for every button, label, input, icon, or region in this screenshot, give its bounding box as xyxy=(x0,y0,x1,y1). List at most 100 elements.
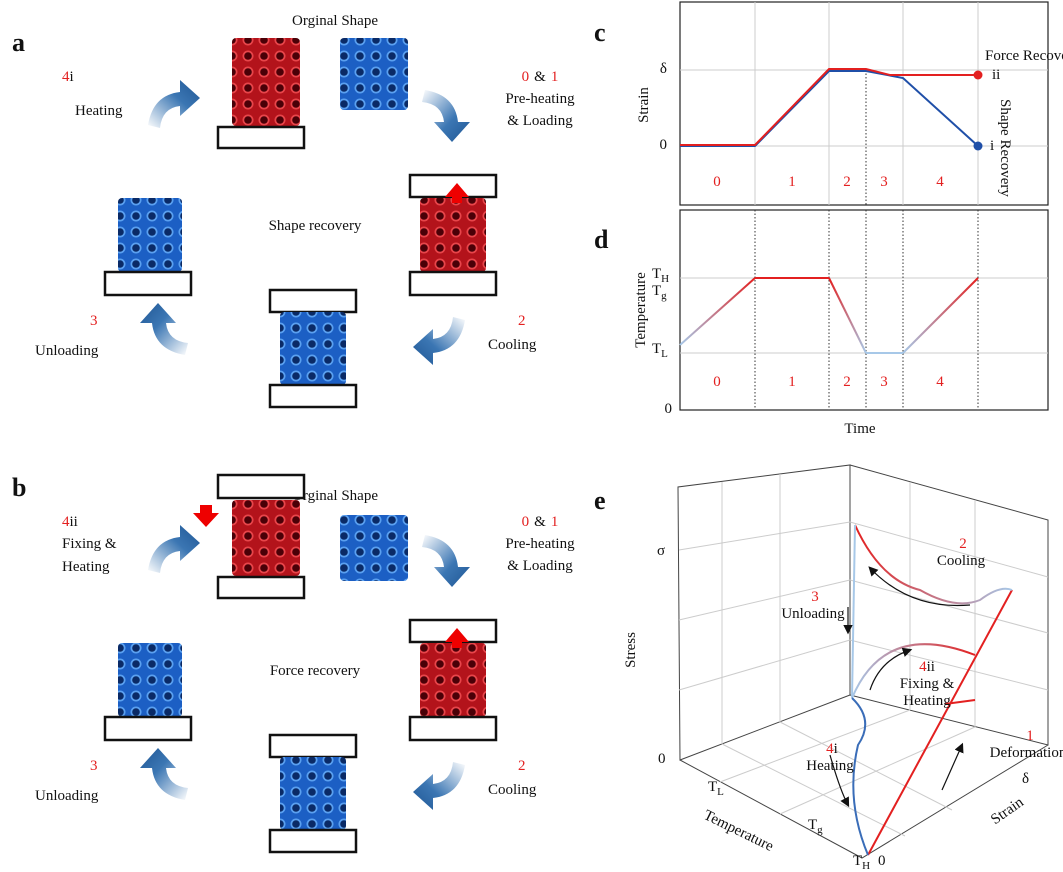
cycle-arrow xyxy=(422,90,470,142)
point-label-part: i xyxy=(990,138,994,154)
y-axis-label-part: Strain xyxy=(636,87,652,123)
panel-letter-part: e xyxy=(594,486,606,515)
loading-plate xyxy=(268,288,358,314)
plot-frame xyxy=(679,209,1049,411)
point-label: ii xyxy=(992,67,1000,83)
heated-lattice xyxy=(420,198,486,272)
step-label: Pre-heating xyxy=(505,536,575,552)
grid-line xyxy=(719,709,911,783)
phase-label-part: 3 xyxy=(880,174,888,190)
annotation-number-part: ii xyxy=(927,659,935,675)
floor-edge xyxy=(679,744,1049,859)
step-label: Heating xyxy=(62,559,110,575)
temperature-curve xyxy=(828,277,867,354)
annotation-label: Unloading xyxy=(781,606,845,622)
annotation-label-part: Unloading xyxy=(781,606,845,622)
cool-lattice xyxy=(340,515,408,581)
center-label-part: Force recovery xyxy=(270,663,361,679)
z-axis-label: Stress xyxy=(623,632,639,668)
phase-label-part: 0 xyxy=(713,374,721,390)
tick-label-part: H xyxy=(862,860,870,872)
original-shape-label: Orginal Shape xyxy=(292,13,378,29)
grid-line xyxy=(779,721,953,811)
step-label-part: Pre-heating xyxy=(505,536,575,552)
tick-label-part: 0 xyxy=(658,751,666,767)
temperature-curve xyxy=(679,277,756,346)
step-number: 0 & 1 xyxy=(522,514,559,530)
annotation-label: Heating xyxy=(903,693,951,709)
cool-lattice xyxy=(280,757,346,830)
y-axis-label-part: Temperature xyxy=(633,272,649,348)
step-label: & Loading xyxy=(507,558,573,574)
annotation-arrow xyxy=(829,754,850,808)
phase-label-part: 1 xyxy=(788,174,796,190)
step-label-part: Heating xyxy=(75,103,123,119)
step-number-part: 4 xyxy=(62,69,70,85)
step-number-part: i xyxy=(70,69,74,85)
axis-symbol: δ xyxy=(1022,771,1029,787)
step-label: Fixing & xyxy=(62,536,117,552)
step-label: Cooling xyxy=(488,782,537,798)
annotation-number: 1 xyxy=(1026,728,1034,744)
annotation-number-part: 3 xyxy=(811,589,819,605)
tick-label: TL xyxy=(708,779,724,797)
loading-plate xyxy=(103,715,193,742)
temperature-curve xyxy=(902,277,979,354)
cycle-arrow xyxy=(413,762,465,810)
tick-label-part: T xyxy=(708,779,717,795)
step-number: 4ii xyxy=(62,514,78,530)
phase-label: 0 xyxy=(713,174,721,190)
step-number: 2 xyxy=(518,313,526,329)
plot-frame xyxy=(679,1,1049,206)
loading-plate xyxy=(408,715,498,742)
grid-line xyxy=(849,521,1049,578)
end-point xyxy=(973,70,983,80)
y-tick-label: TH xyxy=(652,266,669,284)
y-tick-label-part: δ xyxy=(660,61,667,77)
phase-label: 2 xyxy=(843,174,851,190)
step-number-part: & xyxy=(534,514,546,530)
annotation-label: Cooling xyxy=(937,553,986,569)
phase-label-part: 4 xyxy=(936,174,944,190)
step-number: 3 xyxy=(90,758,98,774)
phase-label: 4 xyxy=(936,174,944,190)
annotation-label-part: Fixing & xyxy=(900,676,955,692)
step-number: 2 xyxy=(518,758,526,774)
step-number-part: ii xyxy=(70,514,78,530)
step-number-part: 4 xyxy=(62,514,70,530)
heated-lattice xyxy=(232,500,300,576)
phase-label-part: 2 xyxy=(843,174,851,190)
loading-plate xyxy=(103,270,193,297)
original-shape-label-part: Orginal Shape xyxy=(292,488,378,504)
grid-line xyxy=(779,726,976,815)
tick-label: 0 xyxy=(658,751,666,767)
annotation-label: Heating xyxy=(806,758,854,774)
panel-letter: c xyxy=(594,18,606,47)
tick-label-part: T xyxy=(853,853,862,869)
y-tick-label-part: T xyxy=(652,266,661,282)
panel-letter-part: d xyxy=(594,225,609,254)
annotation-number-part: 4 xyxy=(826,741,834,757)
grid-lines xyxy=(678,474,1049,837)
step-number-part: 1 xyxy=(551,69,559,85)
annotation-label: Deformation xyxy=(990,745,1063,761)
phase-label-part: 4 xyxy=(936,374,944,390)
annotation-number: 3 xyxy=(811,589,819,605)
step-number: 0 & 1 xyxy=(522,69,559,85)
step-number-part: 0 xyxy=(522,69,530,85)
loading-plate xyxy=(268,383,358,409)
annotation-number: 4ii xyxy=(919,659,935,675)
y-tick-label-part: H xyxy=(661,273,669,285)
x-axis-label: Time xyxy=(844,421,875,437)
y-tick-label: Tg xyxy=(652,283,667,301)
phase-label: 1 xyxy=(788,374,796,390)
step-label-part: Unloading xyxy=(35,343,99,359)
annotation-number-part: 2 xyxy=(959,536,967,552)
step-label-part: & Loading xyxy=(507,113,573,129)
step-label-part: & Loading xyxy=(507,558,573,574)
loading-plate xyxy=(268,733,358,759)
grid-line xyxy=(849,639,1049,691)
loading-plate xyxy=(268,828,358,854)
panel-letter-part: b xyxy=(12,473,26,502)
step-label: Pre-heating xyxy=(505,91,575,107)
